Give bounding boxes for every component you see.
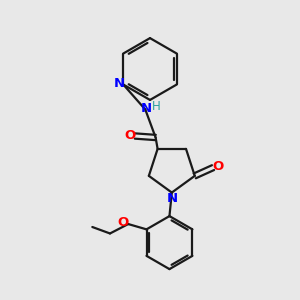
Text: O: O <box>213 160 224 172</box>
Text: N: N <box>140 102 152 115</box>
Text: O: O <box>124 129 135 142</box>
Text: O: O <box>117 216 129 229</box>
Text: N: N <box>114 77 125 90</box>
Text: H: H <box>152 100 161 113</box>
Text: N: N <box>167 192 178 205</box>
